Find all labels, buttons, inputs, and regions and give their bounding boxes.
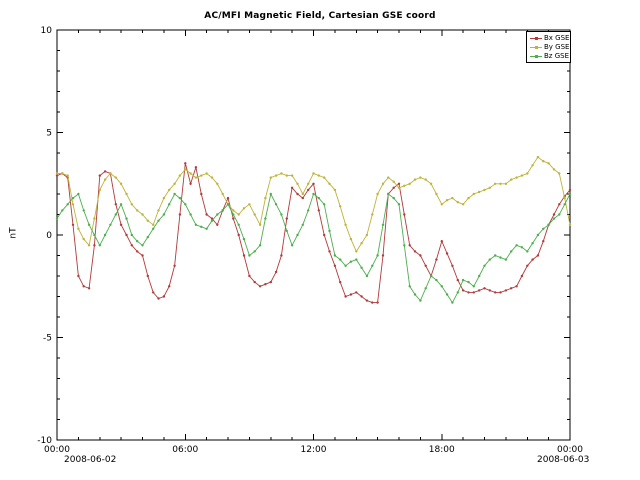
legend-item-bz: Bz GSE	[530, 52, 569, 61]
svg-text:00:00: 00:00	[557, 445, 583, 455]
x-axis-start-date: 2008-06-02	[64, 455, 117, 465]
legend-label-bx: Bx GSE	[544, 34, 570, 42]
legend-swatch-by-icon	[530, 45, 542, 50]
svg-text:0: 0	[46, 231, 52, 241]
svg-text:18:00: 18:00	[429, 445, 455, 455]
legend-item-bx: Bx GSE	[530, 34, 570, 43]
svg-text:06:00: 06:00	[172, 445, 198, 455]
legend-swatch-bz-icon	[530, 54, 542, 59]
legend: Bx GSE By GSE Bz GSE	[526, 31, 571, 63]
x-axis-end-date: 2008-06-03	[537, 455, 590, 465]
svg-text:00:00: 00:00	[44, 445, 70, 455]
chart-title: AC/MFI Magnetic Field, Cartesian GSE coo…	[204, 11, 436, 21]
legend-swatch-bx-icon	[530, 36, 542, 41]
legend-item-by: By GSE	[530, 43, 570, 52]
svg-text:5: 5	[46, 129, 52, 139]
legend-label-bz: Bz GSE	[544, 52, 569, 60]
svg-text:12:00: 12:00	[301, 445, 327, 455]
svg-text:-5: -5	[43, 334, 52, 344]
legend-label-by: By GSE	[544, 43, 570, 51]
svg-text:-10: -10	[37, 436, 52, 446]
svg-text:10: 10	[41, 26, 53, 36]
